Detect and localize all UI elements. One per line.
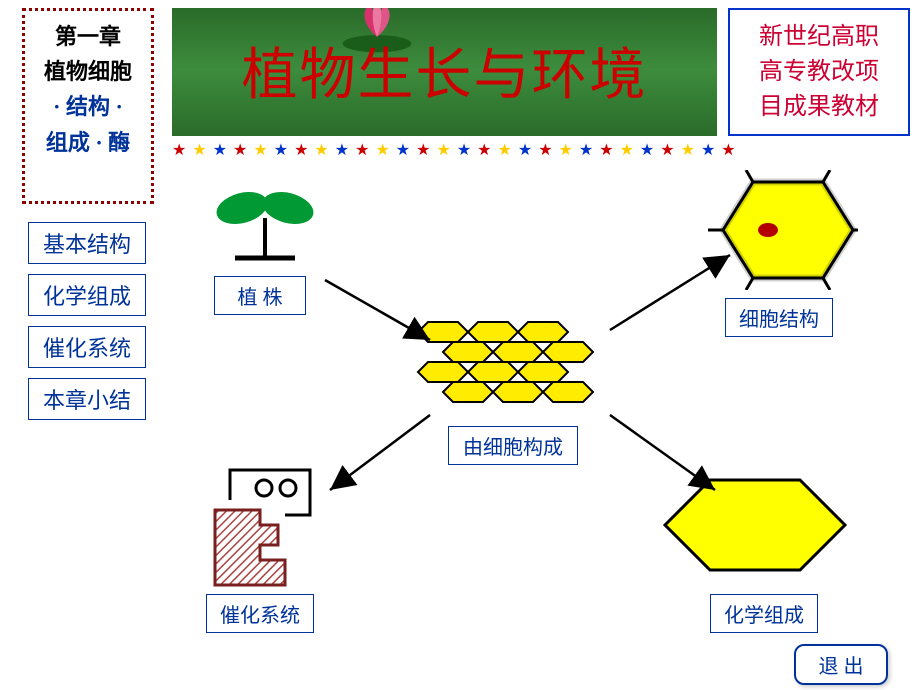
sidebar-line1: 第一章 (29, 19, 147, 54)
sidebar-line2: 植物细胞 (29, 54, 147, 89)
nav-basic-structure[interactable]: 基本结构 (28, 222, 146, 264)
concept-diagram: 植 株 细胞结构 由细胞构成 (170, 170, 910, 640)
sidebar-line3: · 结构 · (29, 89, 147, 124)
nav-catalytic-system[interactable]: 催化系统 (28, 326, 146, 368)
banner-title: 植物生长与环境 (172, 30, 717, 111)
textbook-info-box: 新世纪高职 高专教改项 目成果教材 (728, 8, 910, 136)
nav-buttons: 基本结构 化学组成 催化系统 本章小结 (28, 222, 146, 430)
title-banner: 植物生长与环境 (172, 8, 717, 136)
exit-button[interactable]: 退 出 (794, 644, 888, 685)
stars-decoration: ★★★★★★★★★★★★★★★★★★★★★★★★★★★★ (172, 140, 910, 158)
nav-chapter-summary[interactable]: 本章小结 (28, 378, 146, 420)
info-line2: 高专教改项 (736, 55, 902, 90)
sidebar-line4: 组成 · 酶 (29, 125, 147, 160)
arrows (170, 170, 910, 640)
nav-chemical-composition[interactable]: 化学组成 (28, 274, 146, 316)
chapter-sidebar: 第一章 植物细胞 · 结构 · 组成 · 酶 (22, 8, 154, 204)
info-line1: 新世纪高职 (736, 20, 902, 55)
info-line3: 目成果教材 (736, 90, 902, 125)
